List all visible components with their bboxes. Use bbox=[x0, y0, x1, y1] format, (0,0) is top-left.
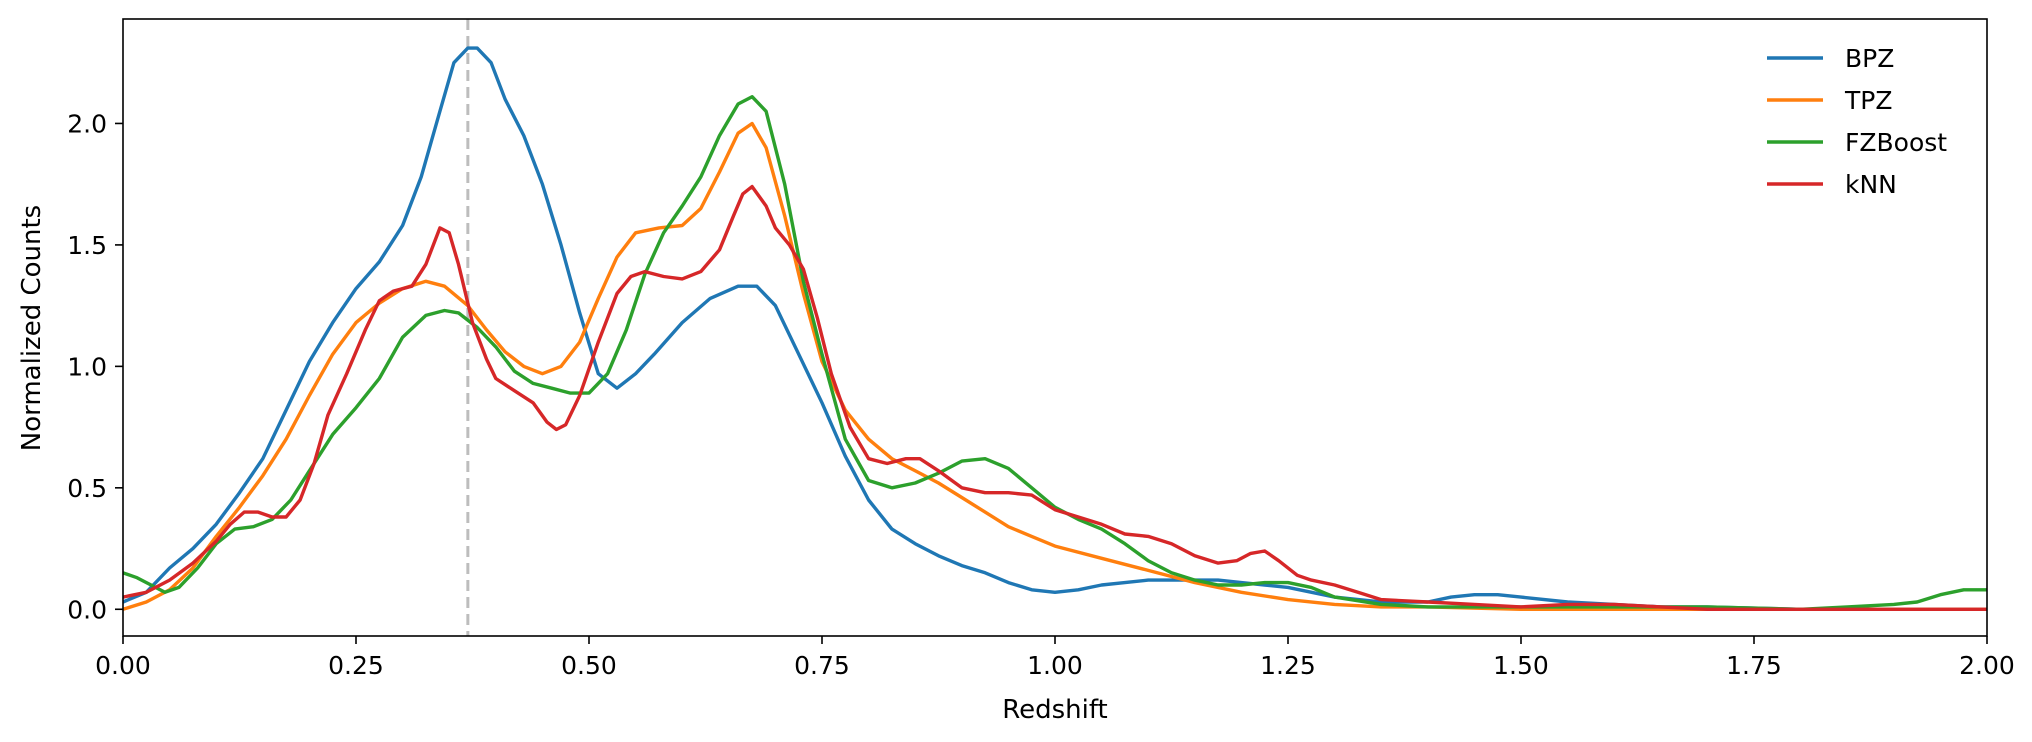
x-axis: 0.00 0.25 0.50 0.75 1.00 1.25 1.50 1.75 2.00 bbox=[95, 636, 2015, 680]
legend-label: TPZ bbox=[1844, 86, 1892, 115]
x-tick-label: 1.50 bbox=[1493, 651, 1549, 680]
y-tick-label: 2.0 bbox=[67, 109, 107, 138]
y-tick-label: 1.5 bbox=[67, 231, 107, 260]
x-tick-label: 0.00 bbox=[95, 651, 151, 680]
series-line-tpz bbox=[123, 121, 1987, 611]
y-axis-label: Normalized Counts bbox=[17, 205, 47, 451]
x-tick-label: 1.75 bbox=[1726, 651, 1782, 680]
legend-label: FZBoost bbox=[1845, 128, 1947, 157]
x-tick-label: 1.00 bbox=[1027, 651, 1083, 680]
legend-label: BPZ bbox=[1845, 44, 1894, 73]
legend: BPZ TPZ FZBoost kNN bbox=[1767, 44, 1947, 199]
y-tick-label: 0.5 bbox=[67, 474, 107, 503]
legend-label: kNN bbox=[1845, 170, 1897, 199]
legend-item-tpz: TPZ bbox=[1767, 86, 1892, 115]
series-line-fzboost bbox=[123, 95, 1987, 611]
legend-item-knn: kNN bbox=[1767, 170, 1897, 199]
x-tick-label: 0.25 bbox=[328, 651, 384, 680]
legend-item-fzboost: FZBoost bbox=[1767, 128, 1947, 157]
series-layer bbox=[123, 46, 1987, 611]
x-tick-label: 1.25 bbox=[1260, 651, 1316, 680]
y-tick-label: 1.0 bbox=[67, 352, 107, 381]
y-tick-label: 0.0 bbox=[67, 595, 107, 624]
x-tick-label: 0.50 bbox=[561, 651, 617, 680]
x-tick-label: 2.00 bbox=[1959, 651, 2015, 680]
x-tick-label: 0.75 bbox=[794, 651, 850, 680]
legend-item-bpz: BPZ bbox=[1767, 44, 1894, 73]
x-axis-label: Redshift bbox=[1002, 695, 1108, 725]
series-line-knn bbox=[123, 184, 1987, 611]
y-axis: 0.0 0.5 1.0 1.5 2.0 bbox=[67, 109, 123, 624]
